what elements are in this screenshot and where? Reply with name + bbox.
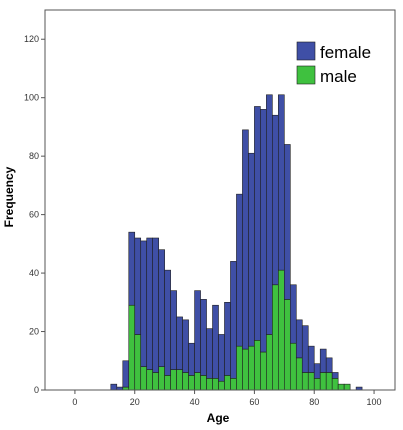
bar-male-36 <box>182 372 189 391</box>
bar-female-28 <box>158 249 165 367</box>
bar-female-60 <box>254 106 261 341</box>
bar-male-76 <box>301 372 309 391</box>
legend-swatch-male <box>296 65 316 85</box>
y-tick-label-60: 60 <box>29 210 39 220</box>
bar-male-18 <box>128 304 136 391</box>
bar-male-66 <box>272 284 279 391</box>
bar-female-32 <box>170 290 177 370</box>
bar-male-32 <box>170 369 177 391</box>
bar-male-48 <box>218 380 225 391</box>
bar-female-80 <box>313 363 321 379</box>
bar-male-42 <box>200 375 207 391</box>
bar-male-70 <box>284 299 291 391</box>
bar-female-24 <box>146 237 153 370</box>
bar-male-88 <box>337 383 345 391</box>
x-axis: 0 20 40 60 80 100 <box>72 390 382 407</box>
x-tick-label-60: 60 <box>249 397 259 407</box>
bar-male-24 <box>146 369 153 391</box>
legend: female male <box>296 41 371 86</box>
bar-female-58 <box>248 152 255 347</box>
bar-female-50 <box>224 302 231 376</box>
x-tick-label-20: 20 <box>130 397 140 407</box>
bar-male-64 <box>266 334 273 391</box>
bar-female-44 <box>206 328 213 379</box>
y-tick-label-40: 40 <box>29 268 39 278</box>
y-tick-label-80: 80 <box>29 151 39 161</box>
bar-female-76 <box>301 325 309 373</box>
bar-male-86 <box>331 378 339 391</box>
bar-female-82 <box>319 348 327 373</box>
bar-male-58 <box>248 345 255 391</box>
y-tick-label-20: 20 <box>29 327 39 337</box>
bar-male-28 <box>158 366 165 391</box>
bar-female-38 <box>188 342 195 376</box>
bar-female-42 <box>200 299 207 376</box>
x-tick-label-100: 100 <box>367 397 382 407</box>
bar-male-72 <box>289 342 297 391</box>
bar-male-26 <box>152 372 159 391</box>
bar-male-44 <box>206 378 213 391</box>
y-tick-label-120: 120 <box>24 34 39 44</box>
bar-male-20 <box>134 334 142 391</box>
bar-female-70 <box>284 144 291 300</box>
bar-female-34 <box>176 316 183 370</box>
bar-male-54 <box>236 345 243 391</box>
bar-female-20 <box>134 237 142 335</box>
bar-male-68 <box>278 269 285 391</box>
legend-swatch-female <box>296 41 316 61</box>
bar-male-22 <box>140 366 148 391</box>
bar-male-74 <box>295 357 303 391</box>
bar-female-46 <box>212 304 219 379</box>
bar-female-22 <box>140 240 148 367</box>
bar-male-30 <box>164 375 171 391</box>
bar-female-30 <box>164 269 171 376</box>
bar-female-84 <box>325 357 333 373</box>
bar-female-26 <box>152 237 159 373</box>
bar-male-50 <box>224 375 231 391</box>
bar-female-64 <box>266 94 273 335</box>
bar-female-74 <box>295 319 303 359</box>
bar-female-12 <box>110 383 118 391</box>
bar-female-86 <box>331 372 339 379</box>
legend-label-male: male <box>320 67 357 86</box>
y-tick-label-0: 0 <box>34 385 39 395</box>
bar-male-82 <box>319 372 327 391</box>
bar-female-78 <box>307 345 315 373</box>
bar-male-62 <box>260 351 267 391</box>
bar-male-46 <box>212 378 219 391</box>
bar-female-52 <box>230 261 237 379</box>
bar-female-54 <box>236 193 243 347</box>
bar-male-90 <box>343 383 351 391</box>
x-axis-title: Age <box>207 411 230 425</box>
bar-female-40 <box>194 290 201 373</box>
y-tick-label-100: 100 <box>24 93 39 103</box>
bar-female-66 <box>272 114 279 286</box>
bar-male-60 <box>254 340 261 391</box>
x-tick-label-0: 0 <box>72 397 77 407</box>
y-axis-title: Frequency <box>2 166 16 227</box>
bar-female-62 <box>260 109 267 353</box>
bar-female-56 <box>242 129 249 350</box>
plot-frame <box>44 9 396 391</box>
bar-female-48 <box>218 334 225 382</box>
bar-female-68 <box>278 94 285 271</box>
bar-female-72 <box>289 284 297 344</box>
bar-male-38 <box>188 375 195 391</box>
x-tick-label-40: 40 <box>190 397 200 407</box>
bar-male-78 <box>307 372 315 391</box>
bar-female-16 <box>122 360 130 388</box>
bar-male-84 <box>325 372 333 391</box>
bar-male-34 <box>176 369 183 391</box>
bar-male-52 <box>230 378 237 391</box>
bar-male-80 <box>313 378 321 391</box>
bar-male-56 <box>242 348 249 391</box>
bar-female-36 <box>182 319 189 373</box>
bar-female-18 <box>128 231 136 306</box>
bar-male-40 <box>194 372 201 391</box>
x-tick-label-80: 80 <box>309 397 319 407</box>
y-axis: 0 20 40 60 80 100 120 <box>24 34 45 395</box>
legend-label-female: female <box>320 43 371 62</box>
bars-group <box>110 94 363 391</box>
